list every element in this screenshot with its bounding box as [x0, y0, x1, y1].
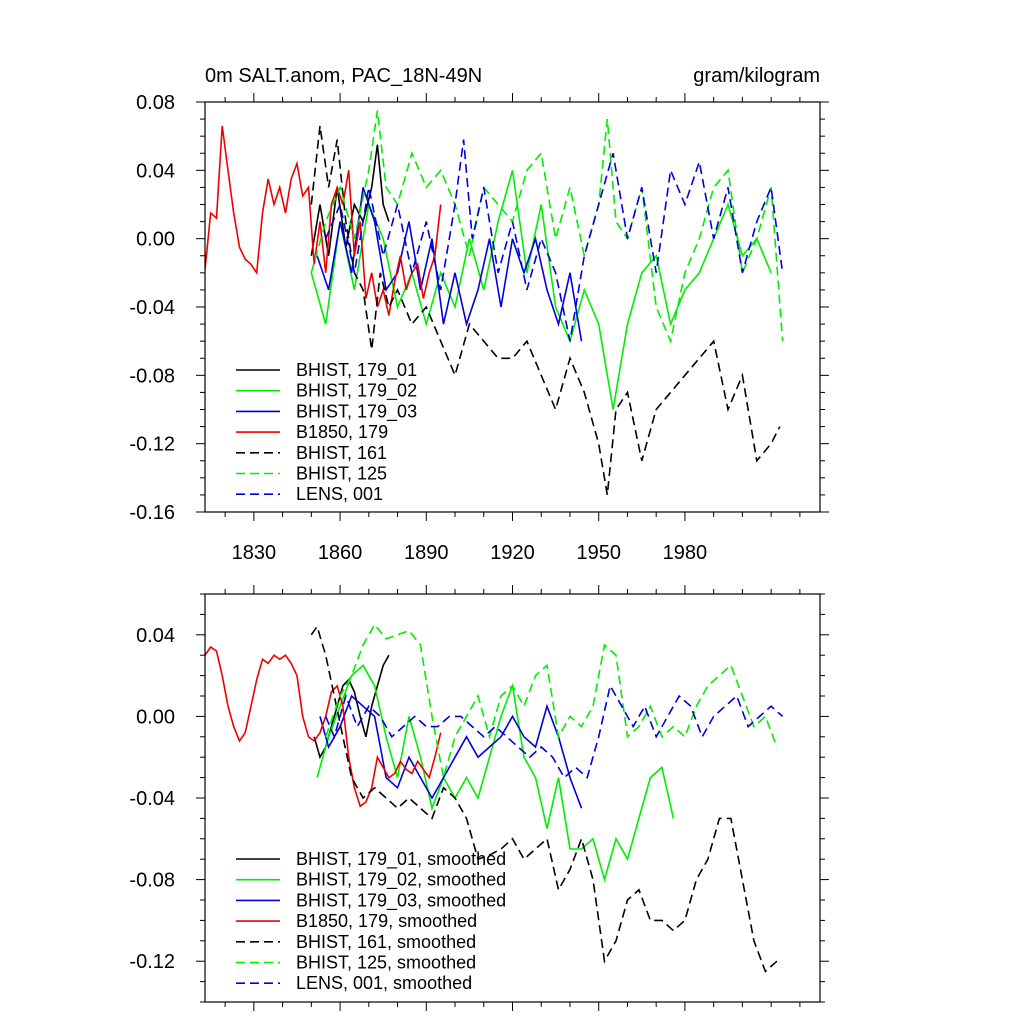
legend-label: BHIST, 179_02, smoothed	[296, 870, 506, 891]
y-tick-label: 0.00	[136, 229, 175, 251]
y-tick-label: -0.04	[129, 788, 175, 810]
legend-label: BHIST, 179_01	[296, 360, 417, 381]
plot-area	[205, 110, 784, 496]
y-tick-label: -0.04	[129, 297, 175, 319]
legend-label: BHIST, 161	[296, 443, 387, 463]
y-tick-label: -0.08	[129, 870, 175, 892]
y-tick-label: 0.04	[136, 160, 175, 182]
y-tick-label: -0.12	[129, 434, 175, 456]
series-line-1	[313, 654, 390, 760]
series-line-7	[324, 139, 784, 342]
series-line-4	[205, 125, 442, 316]
x-tick-label: 1920	[490, 542, 535, 564]
y-tick-label: -0.08	[129, 365, 175, 387]
y-tick-label: 0.00	[136, 706, 175, 728]
x-tick-label: 1980	[663, 542, 708, 564]
y-tick-label: 0.08	[136, 92, 175, 114]
series-line-2	[310, 170, 772, 410]
legend-label: B1850, 179	[296, 422, 388, 442]
plot-area	[205, 623, 784, 973]
legend-label: B1850, 179, smoothed	[296, 911, 477, 931]
legend-label: BHIST, 125	[296, 464, 387, 484]
bottom-panel: -0.12 -0.08 -0.04 0.00 0.04 BHIST, 179_01, sm…	[129, 585, 829, 1011]
legend-label: BHIST, 179_01, smoothed	[296, 849, 506, 870]
series-line-4	[205, 645, 442, 808]
legend-label: BHIST, 179_03, smoothed	[296, 890, 506, 911]
top-panel: -0.16 -0.12 -0.08 -0.04 0.00 0.04 0.08 1830 1860…	[129, 92, 829, 564]
series-line-2	[316, 664, 675, 883]
series-line-6	[324, 623, 778, 778]
chart-title: 0m SALT.anom, PAC_18N-49N	[205, 65, 482, 87]
x-tick-label: 1830	[232, 542, 277, 564]
legend-label: BHIST, 125, smoothed	[296, 953, 476, 973]
y-tick-label: -0.16	[129, 502, 175, 524]
legend-label: BHIST, 179_03	[296, 401, 417, 422]
series-line-6	[310, 110, 784, 344]
series-line-3	[319, 694, 583, 809]
x-tick-label: 1950	[576, 542, 621, 564]
series-line-5	[310, 125, 781, 496]
y-tick-label: 0.04	[136, 625, 175, 647]
legend-label: BHIST, 161, smoothed	[296, 932, 476, 952]
legend-label: BHIST, 179_02	[296, 381, 417, 402]
x-tick-label: 1890	[404, 542, 449, 564]
chart-units: gram/kilogram	[693, 65, 820, 87]
series-line-3	[316, 187, 583, 342]
legend-label: LENS, 001, smoothed	[296, 973, 472, 993]
series-line-7	[324, 683, 784, 780]
legend-label: LENS, 001	[296, 484, 383, 504]
series-line-5	[310, 624, 778, 973]
x-tick-label: 1860	[318, 542, 363, 564]
y-tick-label: -0.12	[129, 951, 175, 973]
